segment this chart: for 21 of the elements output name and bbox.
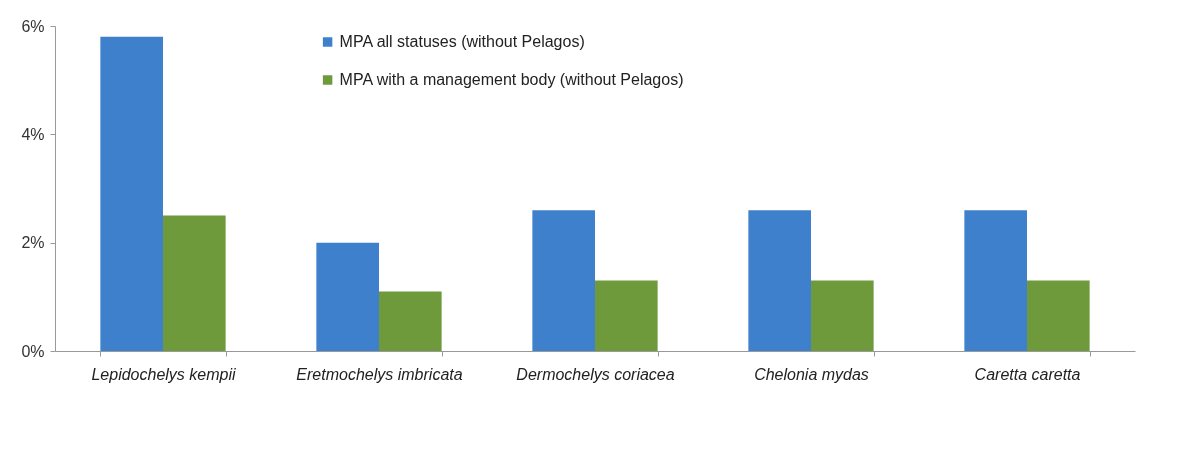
bar — [100, 36, 163, 351]
bar — [748, 210, 811, 351]
x-tick-label: Lepidochelys kempii — [91, 365, 236, 383]
y-tick-label: 4% — [21, 125, 45, 143]
bar — [964, 210, 1027, 351]
bar — [811, 280, 874, 351]
bar — [379, 291, 442, 351]
legend-label: MPA all statuses (without Pelagos) — [339, 33, 585, 50]
bar — [532, 210, 595, 351]
x-tick-label: Eretmochelys imbricata — [296, 365, 463, 383]
bar — [316, 242, 379, 351]
x-tick-label: Chelonia mydas — [754, 365, 869, 383]
legend-label: MPA with a management body (without Pelagos) — [339, 71, 684, 88]
x-tick-label: Caretta caretta — [974, 365, 1081, 383]
y-tick-label: 6% — [21, 17, 45, 35]
bar — [595, 280, 658, 351]
bar — [1027, 280, 1090, 351]
y-tick-label: 0% — [21, 342, 45, 360]
x-tick-label: Dermochelys coriacea — [516, 365, 675, 383]
bar — [163, 215, 226, 351]
y-tick-label: 2% — [21, 234, 45, 252]
